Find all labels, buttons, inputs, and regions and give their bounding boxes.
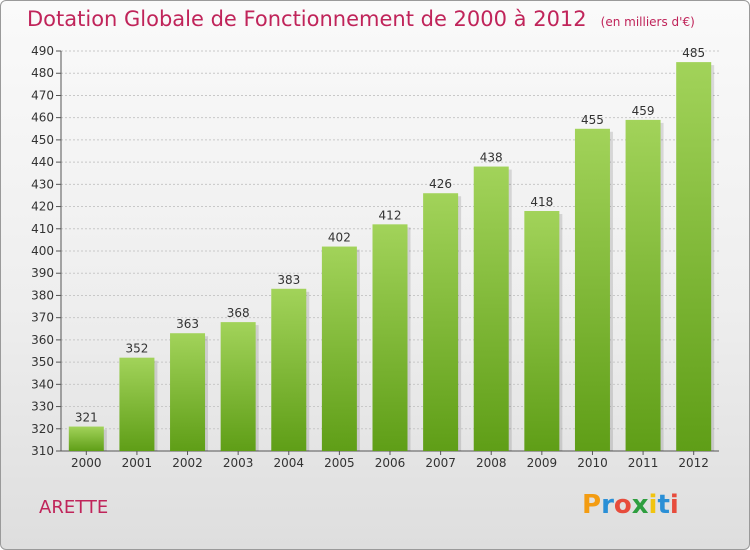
unit-label: (en milliers d'€) <box>600 15 695 29</box>
x-tick-label: 2004 <box>273 456 304 470</box>
bar <box>170 333 206 451</box>
y-tick-label: 360 <box>31 333 54 347</box>
data-label: 426 <box>429 177 452 191</box>
data-label: 402 <box>328 231 351 245</box>
data-label: 368 <box>227 306 250 320</box>
y-tick-label: 480 <box>31 66 54 80</box>
y-tick-label: 310 <box>31 444 54 458</box>
bar <box>321 246 357 451</box>
bar <box>119 357 155 451</box>
proxiti-logo: Proxiti <box>582 490 679 520</box>
x-tick-label: 2011 <box>628 456 659 470</box>
x-tick-label: 2012 <box>678 456 709 470</box>
data-label: 418 <box>530 195 553 209</box>
bar <box>423 193 459 451</box>
x-tick-label: 2000 <box>71 456 102 470</box>
data-label: 485 <box>682 46 705 60</box>
data-label: 412 <box>379 208 402 222</box>
data-label: 455 <box>581 113 604 127</box>
title-text: Dotation Globale de Fonctionnement de 20… <box>27 7 587 31</box>
y-tick-label: 460 <box>31 111 54 125</box>
y-tick-label: 440 <box>31 155 54 169</box>
bar <box>625 119 661 451</box>
data-label: 438 <box>480 151 503 165</box>
y-tick-label: 340 <box>31 377 54 391</box>
chart-title: Dotation Globale de Fonctionnement de 20… <box>27 7 695 31</box>
bar <box>372 224 408 451</box>
bar <box>574 128 610 451</box>
y-tick-label: 370 <box>31 311 54 325</box>
x-tick-label: 2008 <box>476 456 507 470</box>
data-label: 321 <box>75 411 98 425</box>
bar <box>473 166 509 452</box>
data-label: 383 <box>277 273 300 287</box>
y-tick-label: 320 <box>31 422 54 436</box>
y-tick-label: 430 <box>31 177 54 191</box>
data-label: 363 <box>176 317 199 331</box>
x-tick-label: 2002 <box>172 456 203 470</box>
x-tick-label: 2005 <box>324 456 355 470</box>
data-label: 459 <box>632 104 655 118</box>
x-tick-label: 2003 <box>223 456 254 470</box>
bars <box>68 62 715 452</box>
y-tick-label: 350 <box>31 355 54 369</box>
labels: 310 320 330 340 350 360 370 380 390 400 410 420 430 4… <box>31 44 709 470</box>
y-tick-label: 330 <box>31 400 54 414</box>
bar <box>271 288 307 451</box>
bar <box>68 426 104 451</box>
x-tick-label: 2006 <box>375 456 406 470</box>
y-tick-label: 490 <box>31 44 54 58</box>
commune-name: ARETTE <box>39 497 109 518</box>
x-tick-label: 2009 <box>527 456 558 470</box>
x-tick-label: 2010 <box>577 456 608 470</box>
bar <box>220 322 256 451</box>
x-tick-label: 2001 <box>122 456 153 470</box>
x-tick-label: 2007 <box>425 456 456 470</box>
y-tick-label: 470 <box>31 88 54 102</box>
y-tick-label: 380 <box>31 288 54 302</box>
y-tick-label: 400 <box>31 244 54 258</box>
y-tick-label: 410 <box>31 222 54 236</box>
y-tick-label: 450 <box>31 133 54 147</box>
y-tick-label: 420 <box>31 200 54 214</box>
data-label: 352 <box>125 342 148 356</box>
bar <box>524 211 560 451</box>
y-tick-label: 390 <box>31 266 54 280</box>
bar <box>676 62 712 451</box>
